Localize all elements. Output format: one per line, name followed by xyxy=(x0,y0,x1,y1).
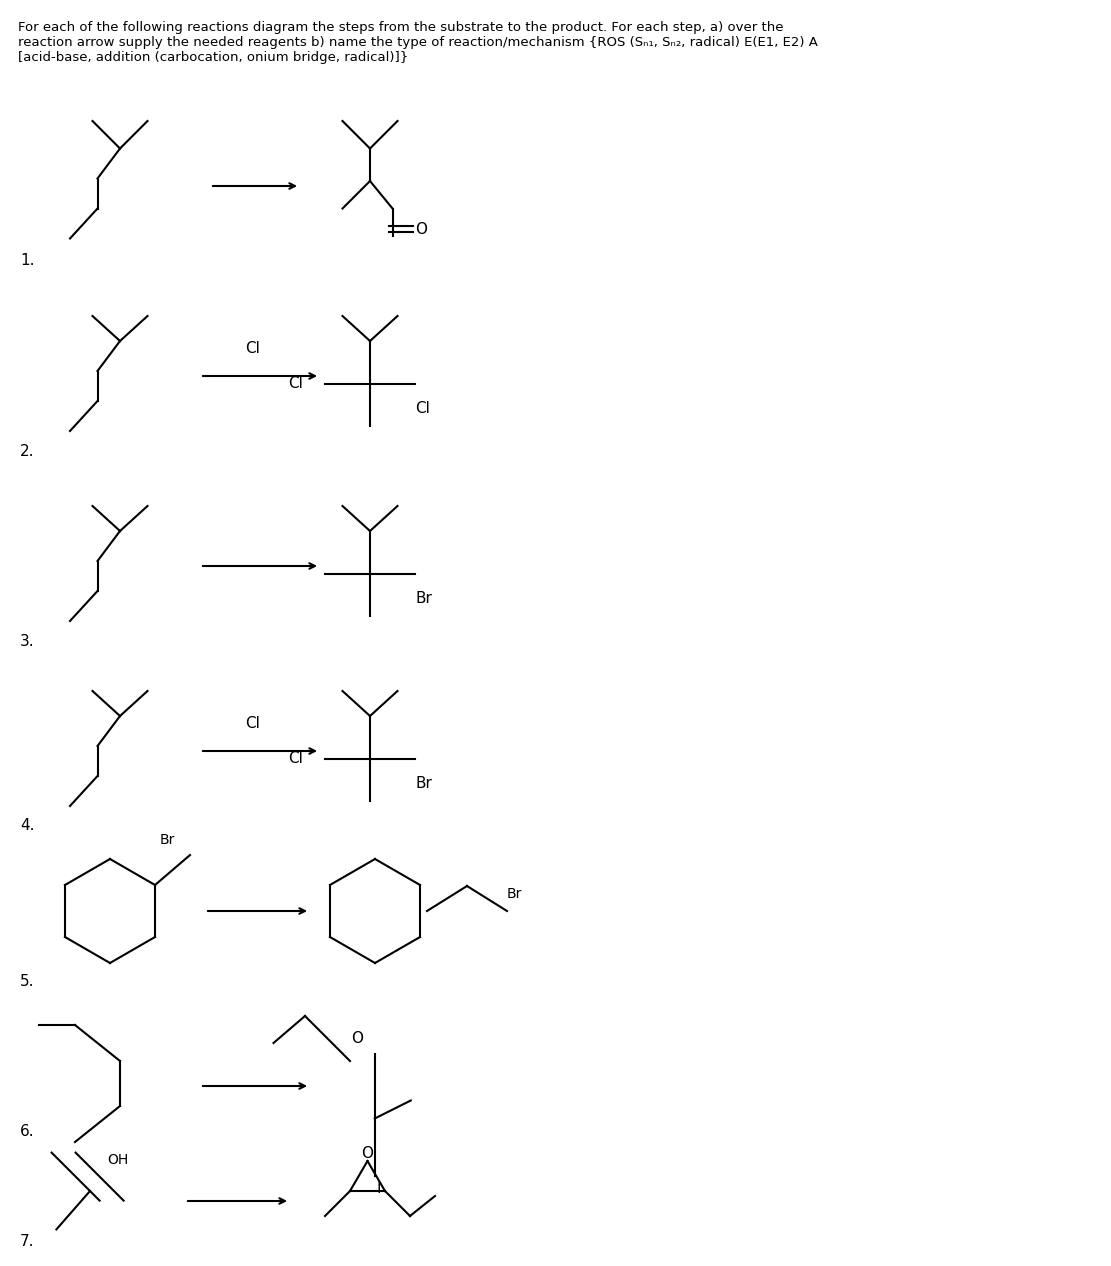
Text: 4.: 4. xyxy=(20,819,34,833)
Text: O: O xyxy=(416,222,427,237)
Text: 1.: 1. xyxy=(20,253,34,268)
Text: 7.: 7. xyxy=(20,1233,34,1248)
Text: Br: Br xyxy=(416,591,432,606)
Text: Cl: Cl xyxy=(288,376,302,391)
Text: 2.: 2. xyxy=(20,443,34,458)
Text: I: I xyxy=(377,1181,381,1196)
Text: OH: OH xyxy=(107,1153,128,1167)
Text: 6.: 6. xyxy=(20,1123,34,1138)
Text: Br: Br xyxy=(416,776,432,791)
Text: Cl: Cl xyxy=(416,401,430,417)
Text: Cl: Cl xyxy=(288,751,302,766)
Text: 5.: 5. xyxy=(20,974,34,989)
Text: Br: Br xyxy=(160,833,176,847)
Text: O: O xyxy=(361,1146,373,1161)
Text: 3.: 3. xyxy=(20,633,34,648)
Text: For each of the following reactions diagram the steps from the substrate to the : For each of the following reactions diag… xyxy=(18,22,818,65)
Text: Br: Br xyxy=(507,887,522,901)
Text: O: O xyxy=(351,1031,363,1046)
Text: Cl: Cl xyxy=(246,341,260,356)
Text: Cl: Cl xyxy=(246,717,260,730)
